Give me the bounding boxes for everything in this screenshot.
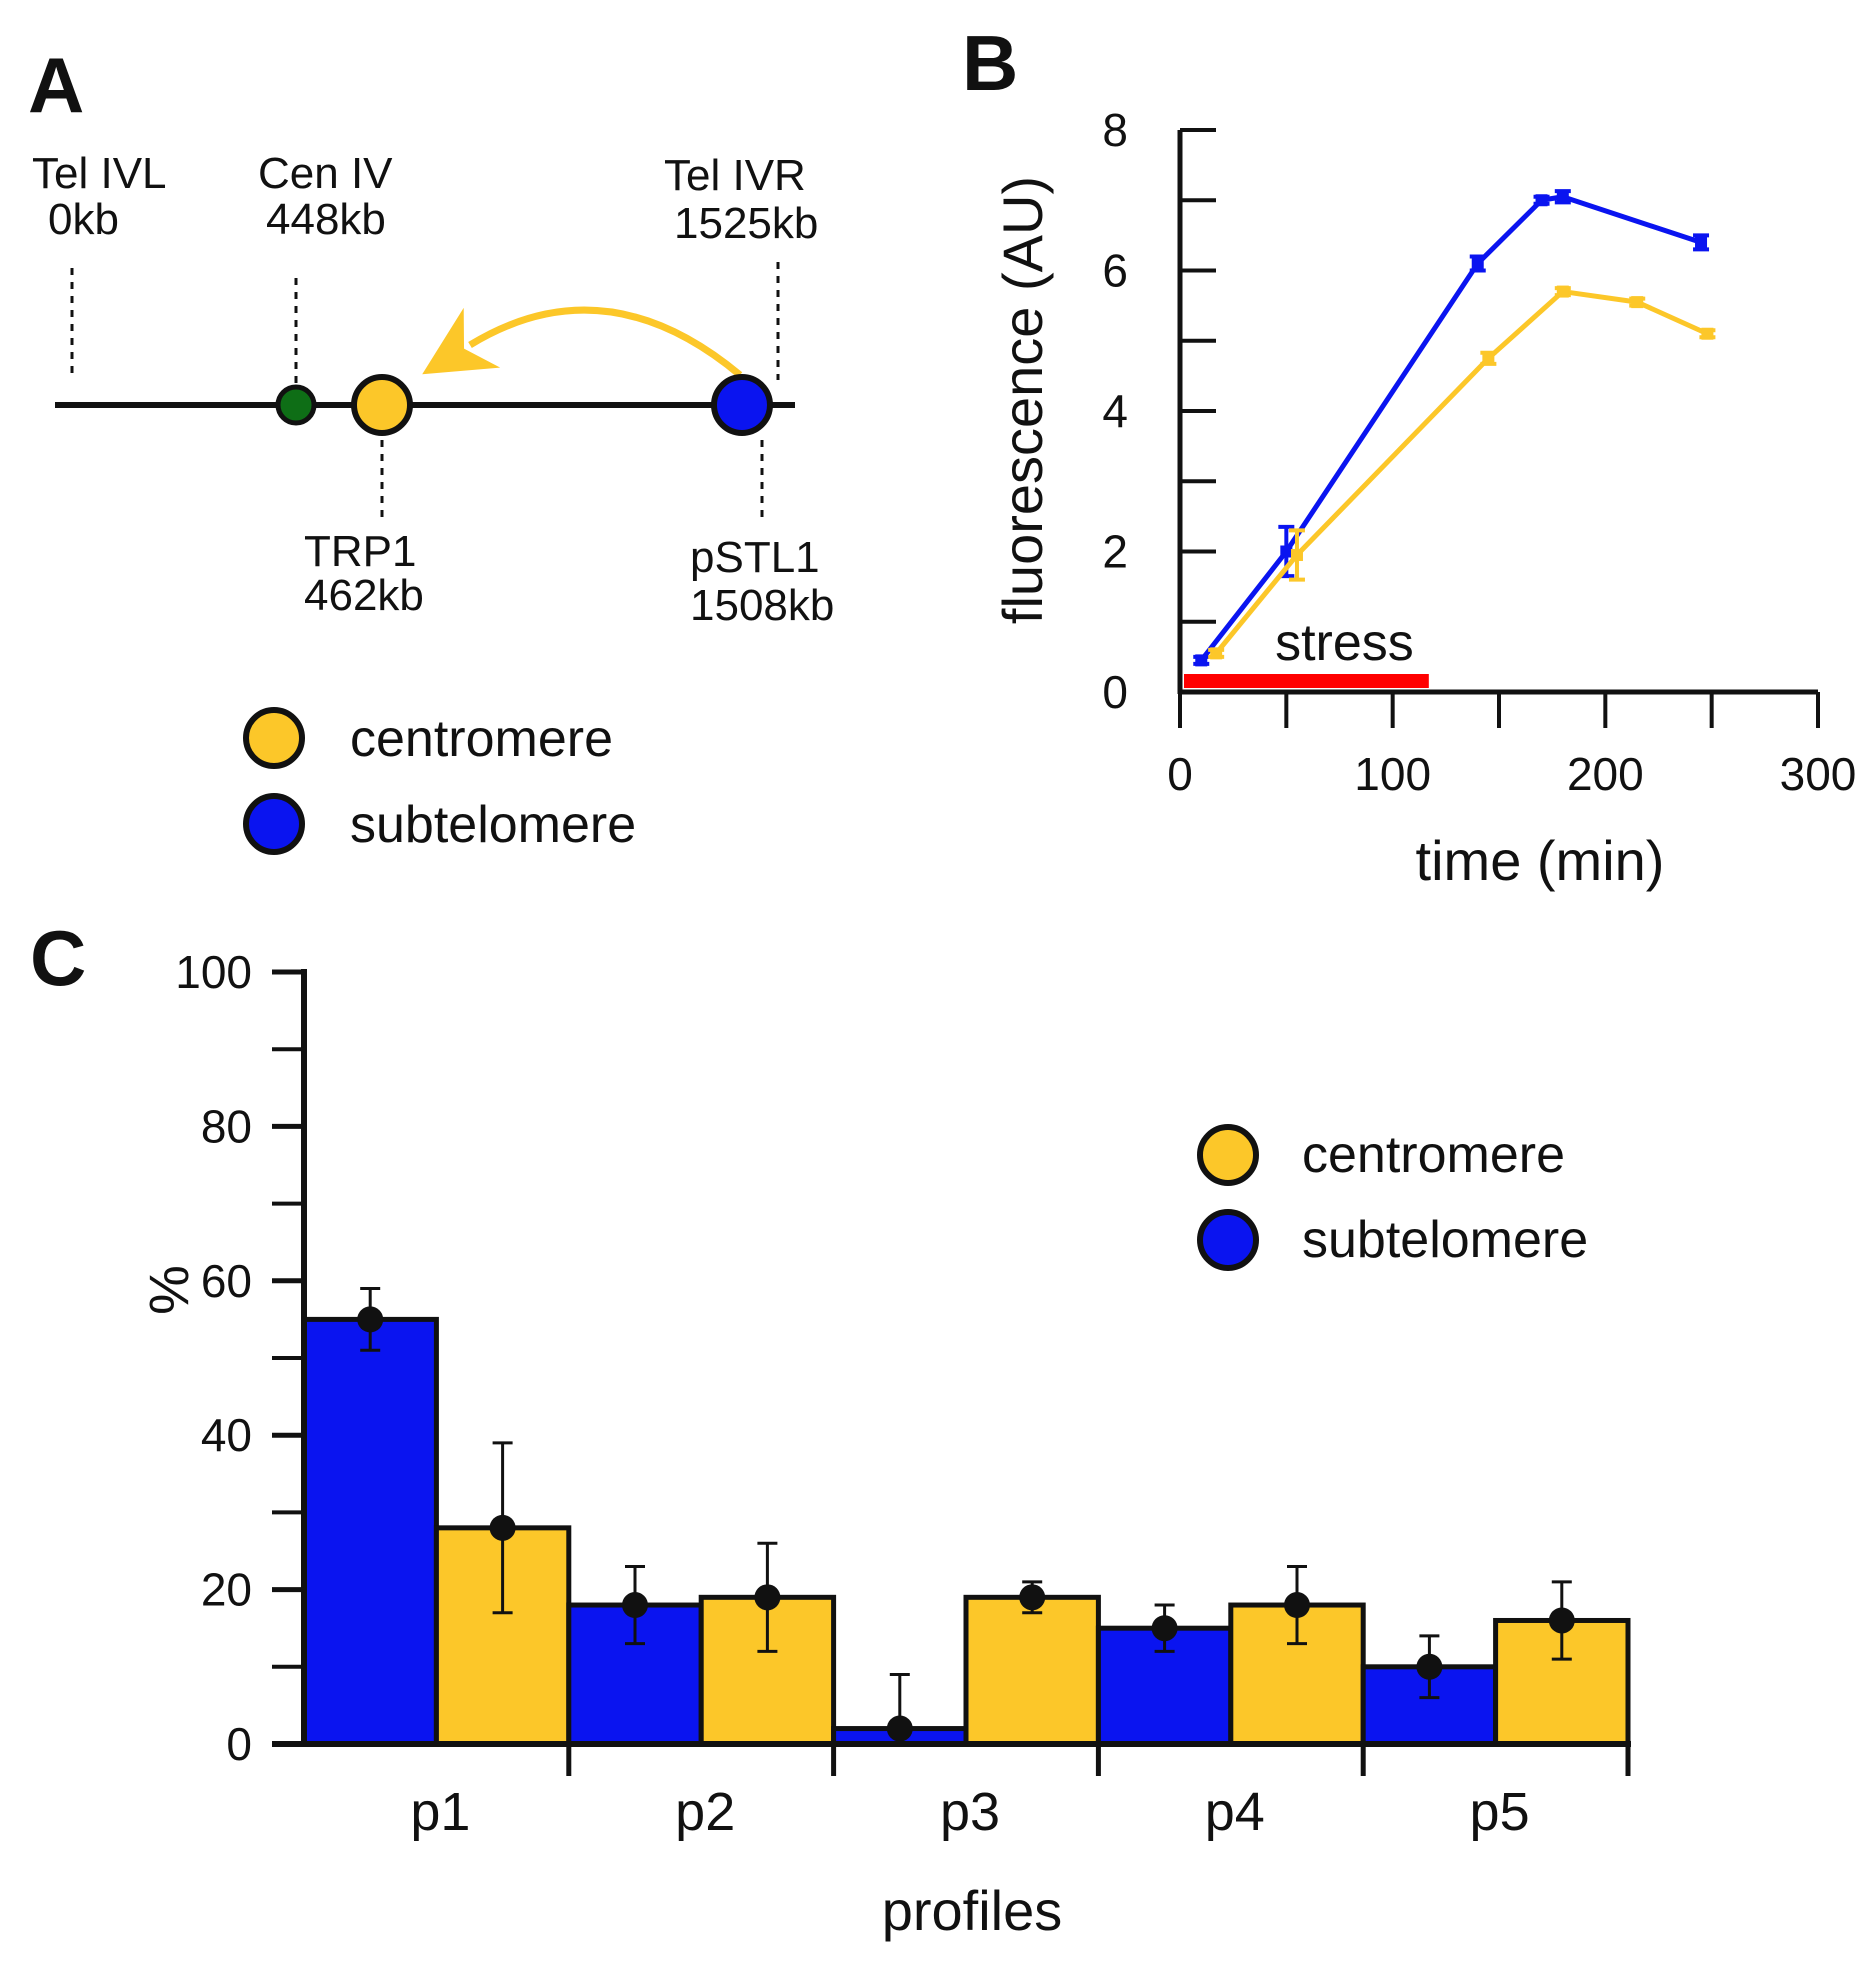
data-point-subtelomere [1195, 654, 1208, 667]
mean-point-centromere-p1 [489, 1514, 516, 1541]
panel-b-x-tick-label: 100 [1354, 748, 1431, 800]
panel-c-y-tick-label: 100 [175, 946, 252, 998]
legend-a-subtelomere-swatch [243, 793, 305, 855]
stress-bar [1184, 674, 1429, 688]
legend-c-subtelomere-swatch [1197, 1209, 1259, 1271]
data-point-centromere [1210, 647, 1223, 660]
panel-b-x-tick-label: 200 [1567, 748, 1644, 800]
panel-b-y-tick-label: 8 [1102, 104, 1128, 156]
panel-b-y-axis-title: fluorescence (AU) [991, 176, 1054, 624]
data-point-subtelomere [1535, 194, 1548, 207]
mean-point-subtelomere-p3 [886, 1715, 913, 1742]
panel-c-y-tick-label: 40 [201, 1409, 252, 1461]
mean-point-subtelomere-p1 [357, 1306, 384, 1333]
relocation-arrow [422, 306, 743, 378]
category-label-p3: p3 [940, 1782, 1000, 1842]
mean-point-subtelomere-p5 [1416, 1653, 1443, 1680]
stress-label: stress [1275, 614, 1414, 672]
legend-c-centromere-label: centromere [1302, 1126, 1565, 1184]
label-pstl1-pos: 1508kb [690, 581, 834, 630]
label-tel-ivl-pos: 0kb [48, 195, 119, 244]
panel-a: A Tel IVL 0kb Cen IV 448kb Tel IVR 1525k… [28, 41, 834, 855]
panel-letter-c: C [30, 914, 86, 1002]
label-pstl1-name: pSTL1 [690, 533, 820, 582]
legend-c-centromere-swatch [1197, 1124, 1259, 1186]
panel-c-y-tick-label: 0 [226, 1718, 252, 1770]
panel-b-y-tick-label: 4 [1102, 385, 1128, 437]
mean-point-centromere-p4 [1284, 1592, 1310, 1619]
panel-b-x-tick-label: 300 [1780, 748, 1857, 800]
centromere-dot [275, 384, 317, 426]
legend-a-centromere-swatch [243, 707, 305, 769]
panel-c-x-axis-title: profiles [882, 1879, 1063, 1942]
panel-c-y-tick-label: 20 [201, 1564, 252, 1616]
data-point-subtelomere [1280, 545, 1293, 558]
category-label-p5: p5 [1470, 1782, 1530, 1842]
label-cen-iv-pos: 448kb [266, 195, 386, 244]
mean-point-subtelomere-p2 [622, 1592, 648, 1619]
legend-a-centromere-label: centromere [350, 710, 613, 768]
label-tel-ivl-name: Tel IVL [32, 149, 167, 198]
panel-c-y-tick-label: 80 [201, 1100, 252, 1152]
bar-subtelomere-p1 [301, 1316, 439, 1747]
data-point-centromere [1290, 549, 1303, 562]
panel-b-y-tick-label: 6 [1102, 245, 1128, 297]
legend-c-subtelomere-label: subtelomere [1302, 1211, 1588, 1269]
category-label-p4: p4 [1205, 1782, 1265, 1842]
label-trp1-pos: 462kb [304, 571, 424, 620]
label-tel-ivr-name: Tel IVR [664, 151, 806, 200]
mean-point-centromere-p2 [754, 1584, 781, 1611]
bar-centromere-p3 [963, 1594, 1101, 1747]
data-point-subtelomere [1556, 190, 1569, 203]
panel-letter-a: A [28, 41, 84, 129]
series-line-subtelomere [1199, 194, 1702, 662]
trp1-locus-dot [351, 374, 413, 436]
data-point-subtelomere [1471, 257, 1484, 270]
data-point-centromere [1631, 296, 1644, 309]
data-point-subtelomere [1695, 236, 1708, 249]
panel-b-x-axis-title: time (min) [1416, 829, 1665, 892]
panel-b-y-tick-label: 0 [1102, 666, 1128, 718]
panel-b: B fluorescence (AU) time (min) 0 2 4 6 8 0 100… [962, 19, 1856, 892]
panel-c: C % profiles centromere subtelomere 0 20 4… [30, 914, 1631, 1942]
panel-letter-b: B [962, 19, 1018, 107]
mean-point-centromere-p3 [1019, 1584, 1046, 1611]
label-tel-ivr-pos: 1525kb [674, 199, 818, 248]
series-line-centromere [1214, 289, 1709, 655]
data-point-centromere [1556, 285, 1569, 298]
category-label-p1: p1 [410, 1782, 470, 1842]
data-point-centromere [1701, 327, 1714, 340]
pstl1-locus-dot [711, 374, 773, 436]
panel-c-y-axis-title: % [138, 1265, 201, 1315]
panel-b-x-tick-label: 0 [1167, 748, 1193, 800]
label-trp1-name: TRP1 [304, 527, 416, 576]
legend-a-subtelomere-label: subtelomere [350, 796, 636, 854]
data-point-centromere [1482, 352, 1495, 365]
panel-c-y-tick-label: 60 [201, 1255, 252, 1307]
mean-point-subtelomere-p4 [1151, 1615, 1178, 1642]
mean-point-centromere-p5 [1548, 1607, 1575, 1634]
label-cen-iv-name: Cen IV [258, 149, 393, 198]
category-label-p2: p2 [675, 1782, 735, 1842]
panel-b-y-tick-label: 2 [1102, 526, 1128, 578]
